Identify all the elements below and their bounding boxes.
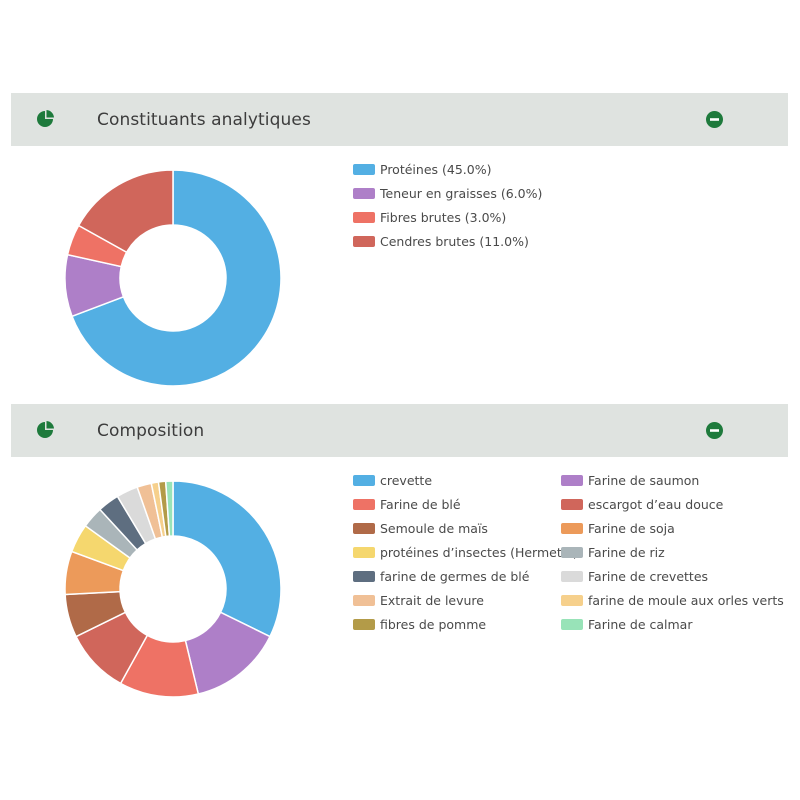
legend-label: Farine de calmar <box>588 616 693 632</box>
pie-chart-icon <box>37 110 54 127</box>
section-header-composition: Composition <box>11 404 788 457</box>
legend-label: crevette <box>380 472 433 488</box>
legend-label: Farine de blé <box>380 496 461 512</box>
legend-item[interactable]: protéines d’insectes (Hermetia) <box>353 543 578 561</box>
legend-label: farine de germes de blé <box>380 568 530 584</box>
legend-item[interactable]: Extrait de levure <box>353 591 484 609</box>
legend-item[interactable]: Cendres brutes (11.0%) <box>353 232 529 250</box>
legend-label: Protéines (45.0%) <box>380 161 492 177</box>
legend-label: Extrait de levure <box>380 592 484 608</box>
legend-item[interactable]: crevette <box>353 471 432 489</box>
pie-chart-icon <box>37 421 54 438</box>
legend-label: Semoule de maïs <box>380 520 488 536</box>
legend-item[interactable]: farine de moule aux orles verts <box>561 591 784 609</box>
legend-swatch <box>353 235 375 247</box>
legend-item[interactable]: Farine de saumon <box>561 471 699 489</box>
donut-slice[interactable] <box>172 480 282 638</box>
legend-swatch <box>353 522 375 534</box>
legend-item[interactable]: fibres de pomme <box>353 615 486 633</box>
legend-swatch <box>561 570 583 582</box>
legend-label: Farine de soja <box>588 520 675 536</box>
donut-chart-composition <box>64 480 282 698</box>
legend-label: Farine de riz <box>588 544 665 560</box>
section-title: Constituants analytiques <box>97 109 311 130</box>
section-title: Composition <box>97 420 205 441</box>
legend-swatch <box>353 163 375 175</box>
legend-label: protéines d’insectes (Hermetia) <box>380 544 578 560</box>
donut-slice[interactable] <box>77 169 174 254</box>
legend-swatch <box>353 474 375 486</box>
legend-label: Cendres brutes (11.0%) <box>380 233 529 249</box>
legend-swatch <box>561 618 583 630</box>
legend-item[interactable]: Farine de crevettes <box>561 567 708 585</box>
legend-swatch <box>353 187 375 199</box>
section-header-constituants: Constituants analytiques <box>11 93 788 146</box>
legend-item[interactable]: escargot d’eau douce <box>561 495 723 513</box>
legend-swatch <box>561 546 583 558</box>
legend-label: escargot d’eau douce <box>588 496 724 512</box>
legend-item[interactable]: Protéines (45.0%) <box>353 160 491 178</box>
legend-item[interactable]: Farine de riz <box>561 543 665 561</box>
legend-label: Farine de crevettes <box>588 568 709 584</box>
legend-item[interactable]: Farine de blé <box>353 495 461 513</box>
legend-label: Teneur en graisses (6.0%) <box>380 185 543 201</box>
legend-item[interactable]: Farine de calmar <box>561 615 692 633</box>
legend-label: fibres de pomme <box>380 616 487 632</box>
legend-swatch <box>353 594 375 606</box>
legend-item[interactable]: farine de germes de blé <box>353 567 529 585</box>
donut-slice[interactable] <box>164 480 174 537</box>
legend-swatch <box>561 594 583 606</box>
legend-label: farine de moule aux orles verts <box>588 592 784 608</box>
legend-swatch <box>561 522 583 534</box>
legend-swatch <box>353 618 375 630</box>
legend-swatch <box>353 570 375 582</box>
legend-item[interactable]: Farine de soja <box>561 519 675 537</box>
legend-item[interactable]: Semoule de maïs <box>353 519 488 537</box>
legend-item[interactable]: Teneur en graisses (6.0%) <box>353 184 542 202</box>
legend-swatch <box>353 498 375 510</box>
legend-label: Farine de saumon <box>588 472 700 488</box>
minus-circle-icon[interactable] <box>706 422 723 439</box>
legend-constituants: Protéines (45.0%) Teneur en graisses (6.0… <box>353 160 773 260</box>
legend-swatch <box>561 498 583 510</box>
legend-swatch <box>353 211 375 223</box>
donut-chart-constituants <box>64 169 282 387</box>
legend-swatch <box>353 546 375 558</box>
minus-circle-icon[interactable] <box>706 111 723 128</box>
legend-item[interactable]: Fibres brutes (3.0%) <box>353 208 506 226</box>
legend-label: Fibres brutes (3.0%) <box>380 209 507 225</box>
donut-slice[interactable] <box>71 169 282 387</box>
legend-composition: crevette Farine de saumon Farine de blé esc… <box>353 471 793 641</box>
legend-swatch <box>561 474 583 486</box>
